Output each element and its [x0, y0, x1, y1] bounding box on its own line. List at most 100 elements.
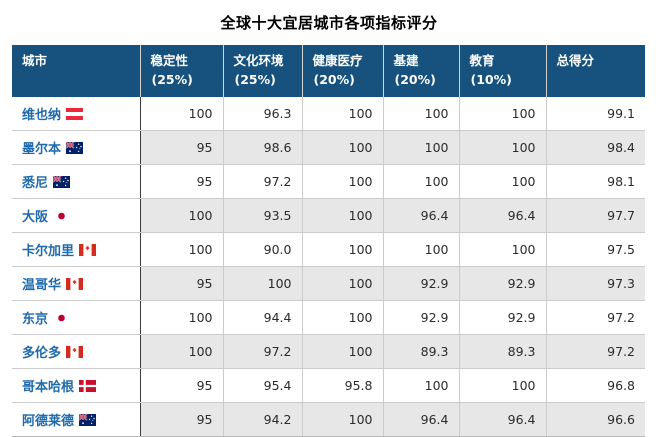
flag-canada-icon [79, 244, 97, 256]
column-header-7: 总得分 [545, 45, 645, 97]
column-header-label: 总得分 [556, 53, 595, 68]
score-cell: 100 [382, 97, 459, 131]
column-header-label: 稳定性 [150, 53, 189, 68]
score-cell: 100 [301, 300, 383, 335]
score-cell: 96.4 [458, 198, 546, 233]
score-cell: 92.9 [382, 266, 459, 301]
flag-australia-icon [53, 176, 71, 188]
column-header-weight: (20%) [394, 72, 436, 87]
flag-japan-icon [53, 312, 71, 324]
score-cell: 95 [139, 402, 223, 437]
score-cell: 96.3 [222, 97, 302, 131]
score-cell: 97.2 [222, 334, 302, 369]
score-cell: 100 [301, 334, 383, 369]
livability-table: 城市 稳定性 (25%) 文化环境 (25%) 健康医疗 (20%) 基建 (20%) 教育 (10… [12, 45, 645, 437]
table-row: 维也纳 100 96.3 100 100 100 99.1 [12, 97, 645, 131]
city-name: 大阪 [22, 210, 49, 225]
score-cell: 100 [382, 130, 459, 165]
city-name: 墨尔本 [22, 142, 62, 157]
score-cell: 100 [458, 130, 546, 165]
score-cell: 95 [139, 164, 223, 199]
table-row: 阿德莱德 95 94.2 100 96.4 96.4 96.6 [12, 402, 645, 437]
city-name: 阿德莱德 [22, 414, 75, 429]
score-cell: 100 [301, 198, 383, 233]
column-header-label: 城市 [22, 53, 48, 68]
score-cell: 96.4 [382, 402, 459, 437]
flag-denmark-icon [79, 380, 97, 392]
score-cell: 100 [458, 164, 546, 199]
city-cell: 哥本哈根 [12, 368, 140, 403]
score-cell: 90.0 [222, 232, 302, 267]
table-row: 温哥华 95 100 100 92.9 92.9 97.3 [12, 266, 645, 301]
flag-japan-icon [53, 210, 71, 222]
score-cell: 98.1 [545, 164, 645, 199]
flag-canada-icon [66, 278, 84, 290]
table-row: 大阪 100 93.5 100 96.4 96.4 97.7 [12, 198, 645, 233]
city-name: 温哥华 [22, 278, 62, 293]
table-row: 卡尔加里 100 90.0 100 100 100 97.5 [12, 232, 645, 267]
score-cell: 95 [139, 266, 223, 301]
score-cell: 100 [301, 266, 383, 301]
table-row: 多伦多 100 97.2 100 89.3 89.3 97.2 [12, 334, 645, 369]
score-cell: 96.4 [458, 402, 546, 437]
score-cell: 94.4 [222, 300, 302, 335]
score-cell: 94.2 [222, 402, 302, 437]
score-cell: 96.8 [545, 368, 645, 403]
score-cell: 89.3 [382, 334, 459, 369]
flag-australia-icon [66, 142, 84, 154]
score-cell: 100 [382, 368, 459, 403]
score-cell: 100 [222, 266, 302, 301]
score-cell: 100 [301, 402, 383, 437]
flag-canada-icon [66, 346, 84, 358]
city-name: 哥本哈根 [22, 380, 75, 395]
score-cell: 97.2 [545, 334, 645, 369]
table-row: 墨尔本 95 98.6 100 100 100 98.4 [12, 130, 645, 165]
score-cell: 97.2 [545, 300, 645, 335]
score-cell: 96.6 [545, 402, 645, 437]
city-cell: 维也纳 [12, 97, 140, 131]
flag-austria-icon [66, 108, 84, 120]
table-row: 悉尼 95 97.2 100 100 100 98.1 [12, 164, 645, 199]
score-cell: 100 [458, 232, 546, 267]
score-cell: 95.8 [301, 368, 383, 403]
column-header-label: 基建 [393, 53, 419, 68]
city-name: 维也纳 [22, 108, 62, 123]
score-cell: 100 [458, 368, 546, 403]
column-header-label: 健康医疗 [312, 53, 363, 68]
score-cell: 97.5 [545, 232, 645, 267]
score-cell: 92.9 [458, 266, 546, 301]
score-cell: 98.4 [545, 130, 645, 165]
column-header-3: 文化环境 (25%) [222, 45, 302, 97]
score-cell: 100 [458, 97, 546, 131]
score-cell: 97.2 [222, 164, 302, 199]
score-cell: 100 [139, 334, 223, 369]
table-header: 城市 稳定性 (25%) 文化环境 (25%) 健康医疗 (20%) 基建 (20%) 教育 (10… [12, 45, 645, 97]
column-header-weight: (25%) [151, 72, 193, 87]
score-cell: 98.6 [222, 130, 302, 165]
page-title: 全球十大宜居城市各项指标评分 [220, 14, 438, 32]
score-cell: 89.3 [458, 334, 546, 369]
city-cell: 大阪 [12, 198, 140, 233]
city-cell: 多伦多 [12, 334, 140, 369]
score-cell: 100 [301, 130, 383, 165]
city-cell: 温哥华 [12, 266, 140, 301]
column-header-2: 稳定性 (25%) [139, 45, 223, 97]
score-cell: 100 [139, 232, 223, 267]
city-cell: 墨尔本 [12, 130, 140, 165]
flag-australia-icon [79, 414, 97, 426]
city-name: 东京 [22, 312, 49, 327]
city-cell: 阿德莱德 [12, 402, 140, 437]
score-cell: 97.7 [545, 198, 645, 233]
city-name: 多伦多 [22, 346, 62, 361]
score-cell: 99.1 [545, 97, 645, 131]
column-header-6: 教育 (10%) [458, 45, 546, 97]
score-cell: 92.9 [382, 300, 459, 335]
score-cell: 93.5 [222, 198, 302, 233]
score-cell: 100 [139, 198, 223, 233]
header-row: 城市 稳定性 (25%) 文化环境 (25%) 健康医疗 (20%) 基建 (20%) 教育 (10… [12, 45, 645, 97]
column-header-1: 城市 [12, 45, 140, 97]
score-cell: 92.9 [458, 300, 546, 335]
table-body: 维也纳 100 96.3 100 100 100 99.1 墨尔本 95 98.6 100 100 10… [12, 97, 645, 437]
column-header-4: 健康医疗 (20%) [301, 45, 383, 97]
column-header-label: 教育 [469, 53, 495, 68]
